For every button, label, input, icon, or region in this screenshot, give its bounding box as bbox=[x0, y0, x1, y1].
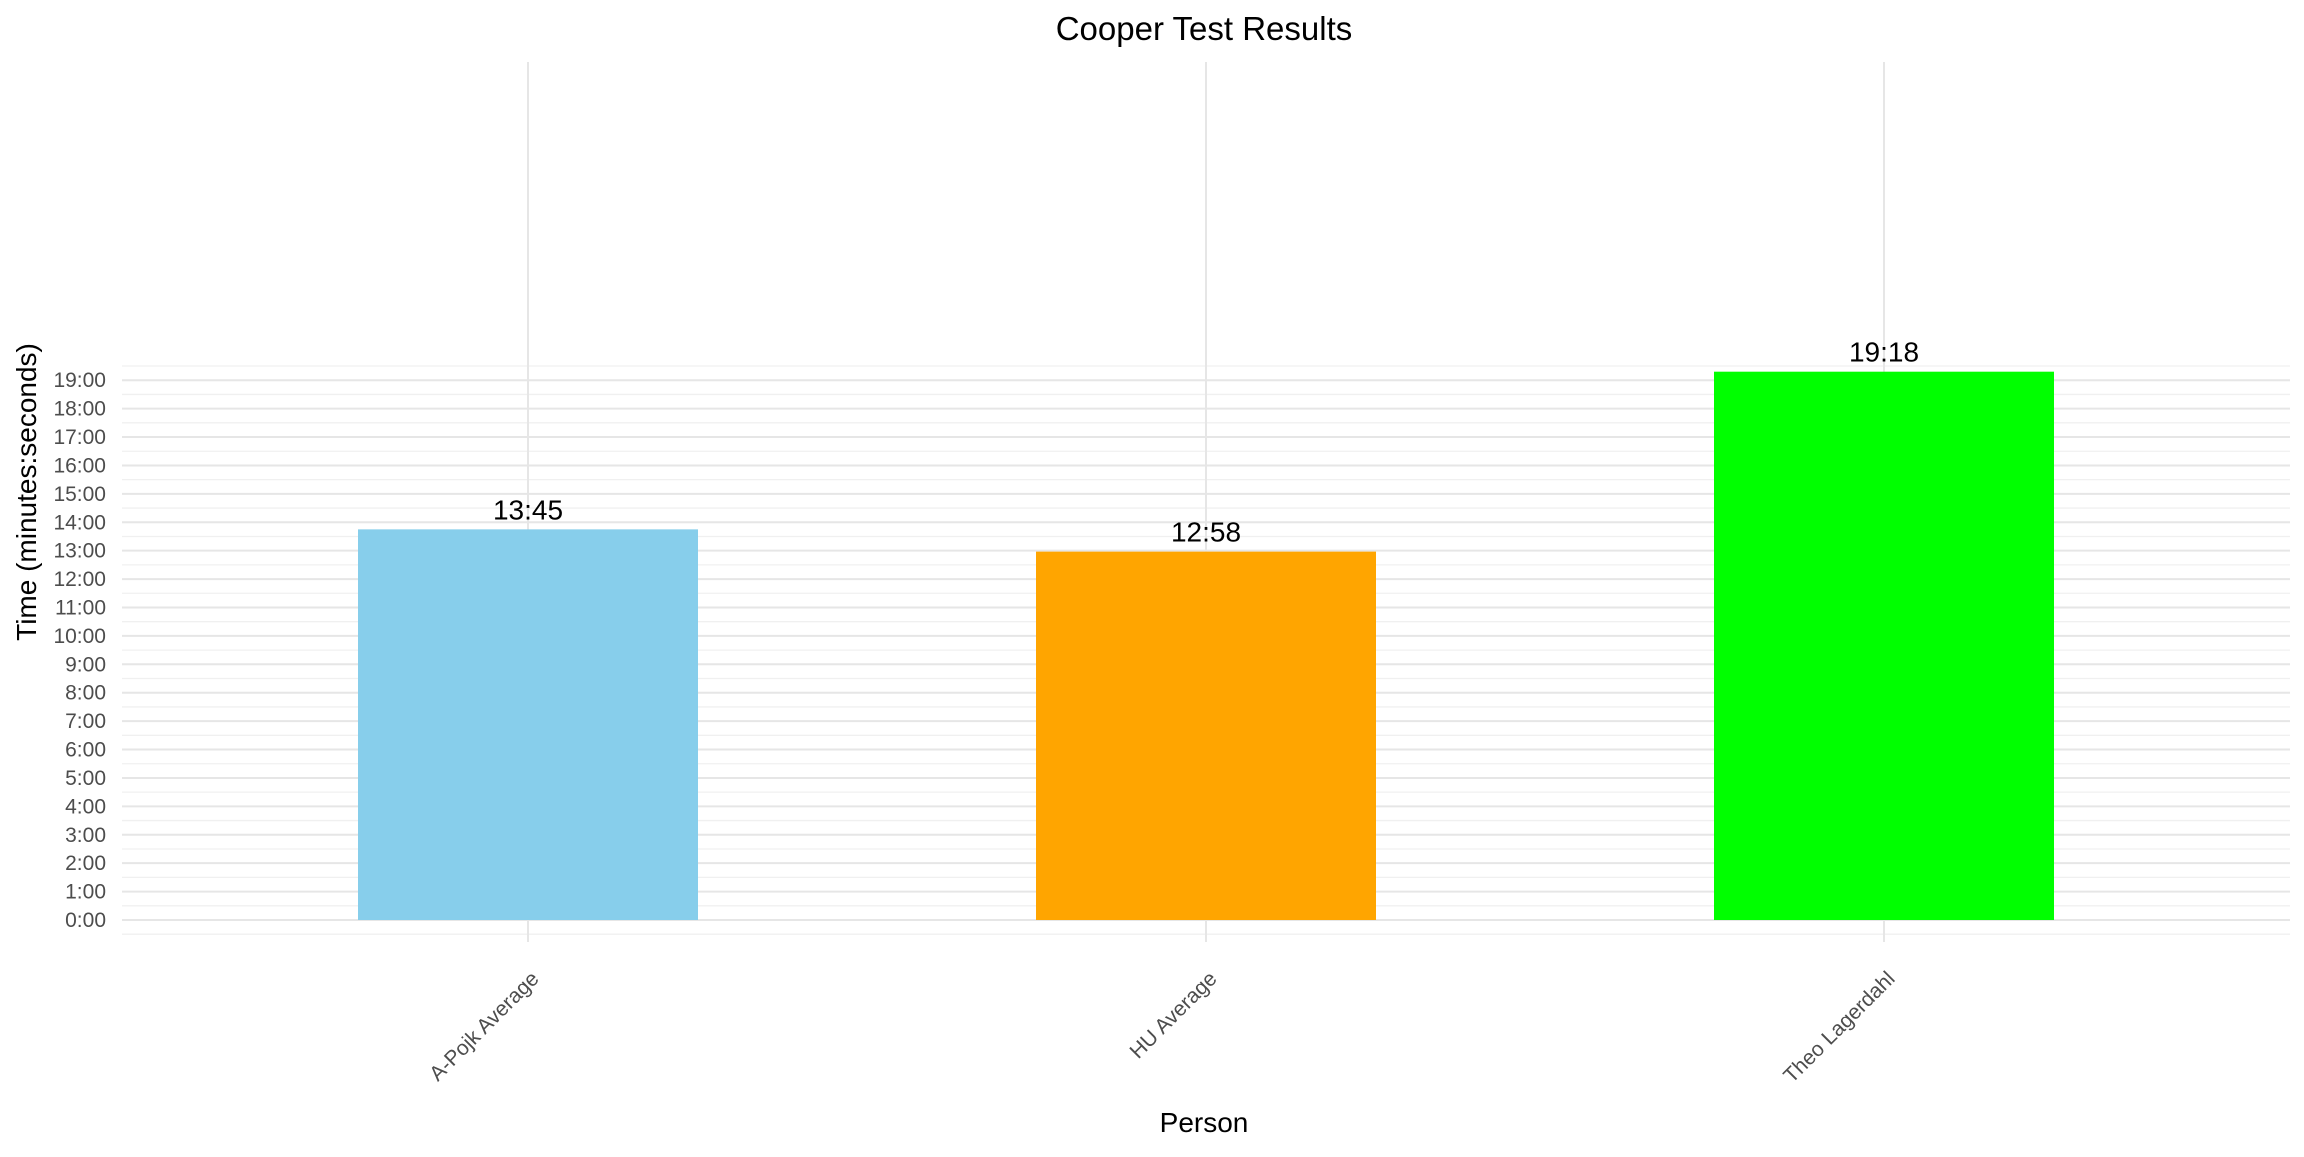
y-tick-label: 0:00 bbox=[65, 909, 106, 932]
y-axis-ticks: 0:00 1:00 2:00 3:00 4:00 5:00 6:00 7:00 8:00 9:00… bbox=[53, 369, 106, 932]
y-tick-label: 12:00 bbox=[53, 568, 106, 591]
x-tick-label: HU Average bbox=[1125, 967, 1221, 1063]
y-tick-label: 4:00 bbox=[65, 795, 106, 818]
y-tick-label: 9:00 bbox=[65, 653, 106, 676]
data-label: 13:45 bbox=[493, 494, 563, 525]
y-tick-label: 8:00 bbox=[65, 682, 106, 705]
bar bbox=[1036, 551, 1376, 920]
y-tick-label: 11:00 bbox=[55, 596, 106, 619]
y-tick-label: 3:00 bbox=[65, 824, 106, 847]
y-tick-label: 13:00 bbox=[53, 540, 106, 563]
data-label: 19:18 bbox=[1849, 337, 1919, 368]
y-tick-label: 7:00 bbox=[65, 710, 106, 733]
bar bbox=[1714, 371, 2054, 920]
y-tick-label: 19:00 bbox=[53, 369, 106, 392]
y-tick-label: 5:00 bbox=[65, 767, 106, 790]
y-tick-label: 16:00 bbox=[53, 454, 106, 477]
y-tick-label: 15:00 bbox=[53, 483, 106, 506]
chart-title: Cooper Test Results bbox=[1056, 10, 1353, 47]
bar bbox=[358, 529, 698, 920]
y-axis-title: Time (minutes:seconds) bbox=[11, 343, 42, 641]
x-axis-ticks: A-Pojk Average HU Average Theo Lagerdahl bbox=[425, 967, 1899, 1087]
x-tick-label: Theo Lagerdahl bbox=[1779, 967, 1899, 1087]
data-label: 12:58 bbox=[1171, 517, 1241, 548]
bar-layer bbox=[358, 371, 2054, 920]
y-tick-label: 6:00 bbox=[65, 739, 106, 762]
y-tick-label: 10:00 bbox=[53, 625, 106, 648]
y-tick-label: 17:00 bbox=[53, 426, 106, 449]
x-tick-label: A-Pojk Average bbox=[425, 967, 543, 1085]
y-tick-label: 14:00 bbox=[53, 511, 106, 534]
y-tick-label: 18:00 bbox=[53, 398, 106, 421]
y-tick-label: 2:00 bbox=[65, 852, 106, 875]
y-tick-label: 1:00 bbox=[65, 881, 106, 904]
data-label-layer: 13:45 12:58 19:18 bbox=[493, 337, 1919, 548]
x-axis-title: Person bbox=[1160, 1107, 1249, 1138]
